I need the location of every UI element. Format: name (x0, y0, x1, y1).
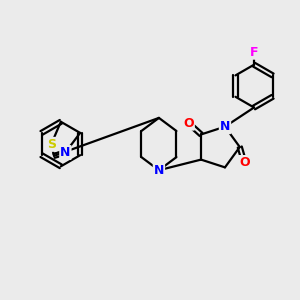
Text: O: O (239, 156, 250, 169)
Text: N: N (60, 146, 70, 159)
Text: N: N (220, 120, 230, 133)
Text: N: N (154, 164, 164, 177)
Text: S: S (47, 138, 56, 151)
Text: O: O (183, 117, 194, 130)
Text: F: F (250, 46, 258, 59)
